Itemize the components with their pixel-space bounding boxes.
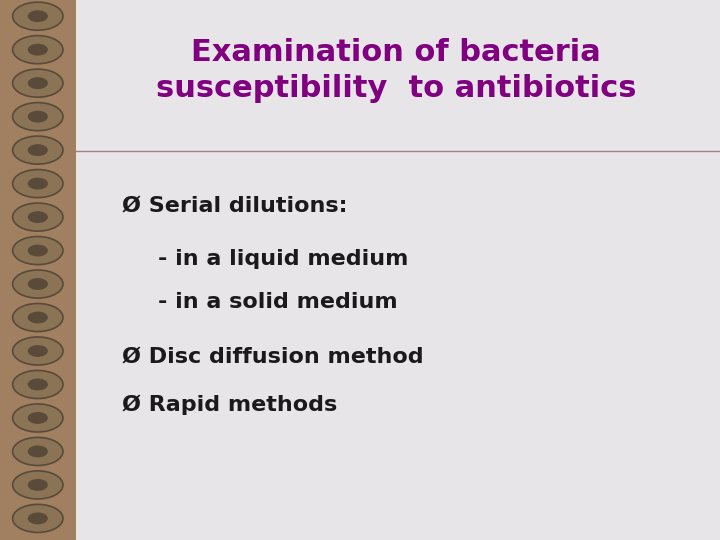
- FancyBboxPatch shape: [0, 0, 76, 540]
- Ellipse shape: [27, 144, 48, 156]
- Ellipse shape: [12, 303, 63, 332]
- Ellipse shape: [12, 370, 63, 399]
- Ellipse shape: [12, 337, 63, 365]
- Ellipse shape: [27, 512, 48, 524]
- Ellipse shape: [12, 2, 63, 30]
- Text: Ø Rapid methods: Ø Rapid methods: [122, 395, 338, 415]
- Ellipse shape: [27, 345, 48, 357]
- Ellipse shape: [27, 111, 48, 123]
- FancyBboxPatch shape: [76, 0, 720, 540]
- Ellipse shape: [12, 270, 63, 298]
- Ellipse shape: [27, 211, 48, 223]
- Text: - in a liquid medium: - in a liquid medium: [158, 249, 409, 269]
- Ellipse shape: [27, 44, 48, 56]
- Ellipse shape: [12, 36, 63, 64]
- Ellipse shape: [27, 278, 48, 290]
- Ellipse shape: [12, 404, 63, 432]
- Ellipse shape: [12, 237, 63, 265]
- Ellipse shape: [12, 170, 63, 198]
- Ellipse shape: [12, 504, 63, 532]
- Ellipse shape: [27, 446, 48, 457]
- Text: Ø Disc diffusion method: Ø Disc diffusion method: [122, 346, 424, 367]
- Ellipse shape: [27, 178, 48, 190]
- Text: - in a solid medium: - in a solid medium: [158, 292, 398, 313]
- Ellipse shape: [12, 69, 63, 97]
- Ellipse shape: [27, 10, 48, 22]
- Ellipse shape: [27, 77, 48, 89]
- Ellipse shape: [12, 471, 63, 499]
- Ellipse shape: [27, 245, 48, 256]
- Ellipse shape: [27, 412, 48, 424]
- Text: Examination of bacteria
susceptibility  to antibiotics: Examination of bacteria susceptibility t…: [156, 38, 636, 103]
- Text: Ø Serial dilutions:: Ø Serial dilutions:: [122, 195, 348, 215]
- Ellipse shape: [12, 437, 63, 465]
- Ellipse shape: [12, 136, 63, 164]
- Ellipse shape: [27, 479, 48, 491]
- Ellipse shape: [27, 312, 48, 323]
- Ellipse shape: [12, 203, 63, 231]
- Ellipse shape: [12, 103, 63, 131]
- Ellipse shape: [27, 379, 48, 390]
